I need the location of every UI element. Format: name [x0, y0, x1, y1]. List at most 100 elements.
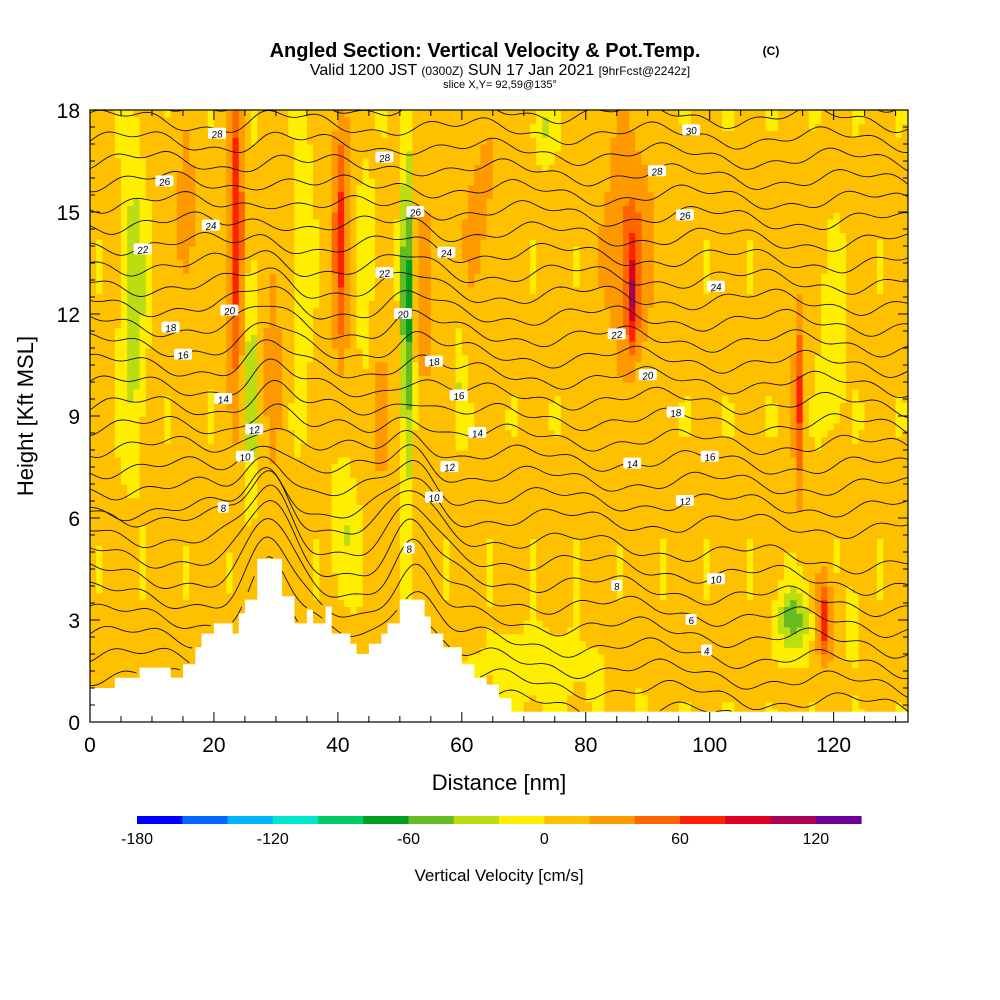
velocity-cell	[151, 633, 159, 641]
velocity-cell	[300, 511, 308, 519]
velocity-cell	[195, 144, 203, 152]
velocity-cell	[127, 470, 134, 478]
velocity-cell	[201, 157, 209, 165]
velocity-cell	[362, 518, 370, 526]
velocity-cell	[220, 375, 227, 383]
velocity-cell	[96, 164, 103, 172]
velocity-cell	[226, 184, 234, 193]
velocity-cell	[108, 150, 116, 159]
velocity-cell	[151, 416, 159, 424]
velocity-cell	[288, 191, 296, 199]
velocity-cell	[257, 184, 265, 193]
velocity-cell	[269, 484, 277, 492]
velocity-cell	[226, 178, 234, 186]
velocity-cell	[220, 259, 227, 267]
velocity-cell	[325, 266, 333, 274]
velocity-cell	[399, 123, 407, 131]
velocity-cell	[151, 450, 159, 458]
velocity-cell	[158, 436, 165, 444]
velocity-cell	[151, 654, 159, 662]
velocity-cell	[102, 232, 110, 240]
velocity-cell	[362, 171, 370, 179]
velocity-cell	[288, 490, 296, 499]
velocity-cell	[127, 171, 134, 179]
velocity-cell	[220, 484, 227, 492]
velocity-cell	[325, 320, 333, 329]
velocity-cell	[189, 137, 196, 145]
velocity-cell	[325, 327, 333, 335]
velocity-cell	[251, 110, 258, 118]
velocity-cell	[288, 273, 296, 281]
velocity-cell	[319, 395, 327, 403]
velocity-cell	[350, 259, 358, 267]
velocity-cell	[145, 613, 153, 621]
velocity-cell	[127, 144, 134, 152]
velocity-cell	[325, 504, 333, 512]
velocity-cell	[189, 348, 196, 356]
velocity-cell	[139, 654, 147, 662]
velocity-cell	[288, 218, 296, 227]
velocity-cell	[108, 239, 116, 247]
velocity-cell	[282, 538, 289, 546]
velocity-cell	[170, 171, 178, 179]
velocity-cell	[114, 252, 122, 261]
velocity-cell	[96, 579, 103, 587]
velocity-cell	[226, 484, 234, 492]
velocity-cell	[282, 395, 289, 403]
velocity-cell	[275, 164, 283, 172]
velocity-cell	[232, 354, 240, 363]
velocity-cell	[201, 375, 209, 383]
velocity-cell	[145, 334, 153, 342]
velocity-cell	[176, 484, 184, 492]
velocity-cell	[387, 443, 395, 451]
velocity-cell	[368, 579, 376, 587]
velocity-cell	[325, 348, 333, 356]
velocity-cell	[368, 470, 376, 478]
velocity-cell	[300, 157, 308, 165]
velocity-cell	[139, 314, 147, 322]
velocity-cell	[238, 538, 246, 546]
velocity-cell	[176, 606, 184, 614]
velocity-cell	[120, 572, 128, 580]
velocity-cell	[151, 218, 159, 227]
velocity-cell	[251, 191, 258, 199]
velocity-cell	[381, 382, 389, 390]
velocity-cell	[182, 531, 190, 539]
velocity-cell	[158, 640, 165, 648]
velocity-cell	[232, 191, 240, 199]
velocity-cell	[120, 273, 128, 281]
velocity-cell	[282, 110, 289, 118]
velocity-cell	[393, 613, 401, 621]
velocity-cell	[207, 518, 215, 526]
velocity-cell	[300, 558, 308, 567]
velocity-cell	[269, 293, 277, 301]
velocity-cell	[108, 144, 116, 152]
velocity-cell	[201, 531, 209, 539]
velocity-cell	[207, 191, 215, 199]
velocity-cell	[114, 320, 122, 329]
velocity-cell	[189, 368, 196, 376]
velocity-cell	[300, 402, 308, 410]
velocity-cell	[114, 484, 122, 492]
velocity-cell	[368, 137, 376, 145]
velocity-cell	[325, 259, 333, 267]
velocity-cell	[133, 443, 141, 451]
velocity-cell	[133, 572, 141, 580]
velocity-cell	[182, 552, 190, 560]
velocity-cell	[313, 334, 320, 342]
velocity-cell	[337, 545, 345, 553]
velocity-cell	[226, 375, 234, 383]
velocity-cell	[102, 375, 110, 383]
velocity-cell	[350, 436, 358, 444]
velocity-cell	[313, 504, 320, 512]
velocity-cell	[368, 375, 376, 383]
velocity-cell	[344, 626, 351, 635]
velocity-cell	[90, 388, 97, 397]
velocity-cell	[412, 191, 420, 199]
velocity-cell	[114, 497, 122, 505]
velocity-cell	[412, 470, 420, 478]
velocity-cell	[133, 667, 141, 675]
velocity-cell	[244, 137, 252, 145]
velocity-cell	[263, 395, 271, 403]
velocity-cell	[362, 375, 370, 383]
